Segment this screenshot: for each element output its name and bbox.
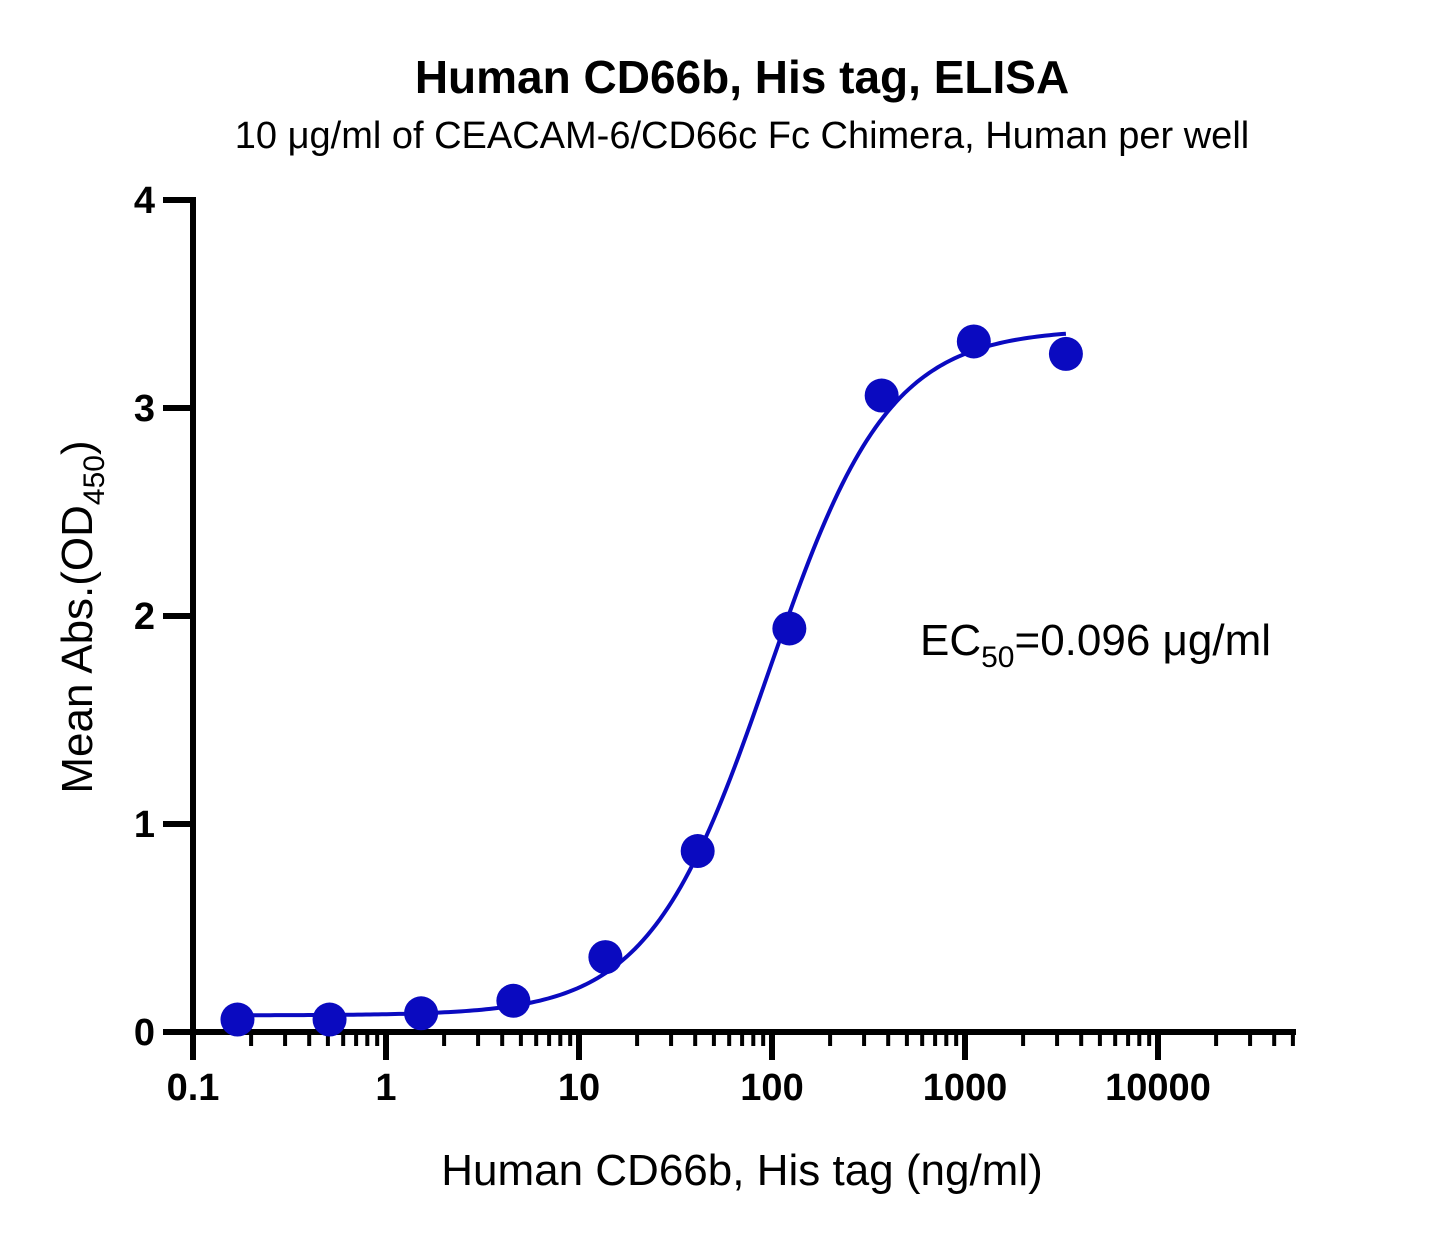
ec50-annotation-main: EC <box>920 616 981 665</box>
y-axis-label: Mean Abs.(OD450) <box>53 440 111 793</box>
chart-subtitle: 10 μg/ml of CEACAM-6/CD66c Fc Chimera, H… <box>235 115 1249 157</box>
y-axis-label-close: ) <box>53 440 102 455</box>
data-point <box>404 996 439 1031</box>
y-tick-label: 2 <box>134 596 155 638</box>
y-axis-label-main: Mean Abs.(OD <box>53 505 102 794</box>
y-tick-label: 0 <box>134 1012 155 1054</box>
x-tick-label: 1 <box>375 1067 396 1109</box>
data-point <box>956 324 991 359</box>
data-point <box>588 940 623 975</box>
ec50-annotation-subscript: 50 <box>981 641 1014 674</box>
data-point <box>772 611 807 646</box>
y-tick-label: 4 <box>134 180 155 222</box>
fit-curve-group <box>237 331 1067 1018</box>
data-point <box>864 378 899 413</box>
ec50-annotation-value: =0.096 μg/ml <box>1015 616 1272 665</box>
data-point <box>1048 336 1083 371</box>
y-axis-label-subscript: 450 <box>78 455 111 505</box>
x-tick-label: 10000 <box>1105 1067 1211 1109</box>
x-tick-label: 10 <box>558 1067 600 1109</box>
x-tick-label: 100 <box>740 1067 803 1109</box>
x-axis-label: Human CD66b, His tag (ng/ml) <box>441 1146 1043 1195</box>
data-point <box>220 1002 255 1037</box>
ec50-annotation: EC50=0.096 μg/ml <box>920 616 1271 674</box>
x-tick-label: 0.1 <box>167 1067 220 1109</box>
data-point <box>312 1002 347 1037</box>
y-tick-label: 1 <box>134 804 155 846</box>
data-point <box>496 983 531 1018</box>
x-tick-label: 1000 <box>923 1067 1008 1109</box>
data-points <box>220 324 1083 1037</box>
chart-title: Human CD66b, His tag, ELISA <box>415 51 1069 103</box>
axis-ticks: 0 1 2 3 4 0.1 1 10 100 1000 10000 <box>134 180 1295 1109</box>
y-tick-label: 3 <box>134 388 155 430</box>
fit-curve <box>237 331 1067 1018</box>
data-point <box>680 834 715 869</box>
